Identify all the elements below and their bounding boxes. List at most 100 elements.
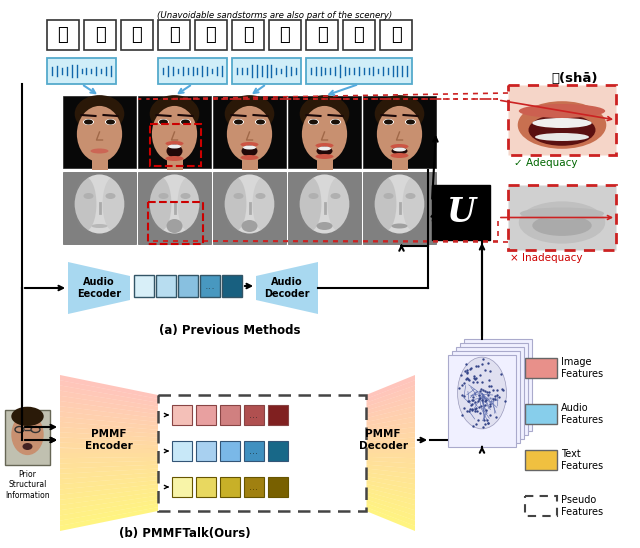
Polygon shape [366, 484, 415, 500]
Polygon shape [60, 461, 158, 469]
Polygon shape [366, 391, 415, 410]
Text: Text
Features: Text Features [561, 449, 603, 471]
Polygon shape [366, 396, 415, 414]
Bar [156, 275, 176, 297]
Polygon shape [60, 427, 158, 437]
Ellipse shape [241, 155, 259, 160]
Ellipse shape [308, 119, 319, 125]
Ellipse shape [300, 95, 349, 133]
Ellipse shape [225, 95, 275, 133]
Bar [525, 496, 557, 516]
Bar [525, 358, 557, 378]
Ellipse shape [253, 177, 275, 231]
Ellipse shape [328, 177, 349, 231]
Bar [196, 405, 216, 425]
Ellipse shape [158, 119, 169, 125]
Polygon shape [366, 448, 415, 453]
Ellipse shape [243, 146, 256, 150]
Bar [432, 185, 490, 240]
Bar [232, 58, 301, 84]
Ellipse shape [233, 119, 244, 125]
Bar [508, 185, 616, 250]
Text: (b) PMMFTalk(Ours): (b) PMMFTalk(Ours) [119, 527, 251, 540]
Ellipse shape [180, 193, 191, 199]
Bar [363, 96, 436, 168]
Ellipse shape [310, 120, 317, 124]
Bar [158, 58, 227, 84]
Bar [343, 20, 375, 50]
Bar [448, 355, 516, 447]
Ellipse shape [12, 414, 44, 455]
Ellipse shape [74, 177, 97, 231]
Polygon shape [60, 472, 158, 484]
Polygon shape [366, 488, 415, 505]
Ellipse shape [330, 119, 341, 125]
Bar [138, 96, 211, 168]
Ellipse shape [84, 119, 93, 124]
Bar [306, 20, 338, 50]
Text: 沙: 沙 [205, 26, 216, 44]
Bar [244, 477, 264, 497]
Ellipse shape [529, 114, 595, 146]
Ellipse shape [85, 120, 92, 124]
Polygon shape [68, 262, 130, 314]
Polygon shape [256, 262, 318, 314]
Polygon shape [366, 507, 415, 531]
Text: ...: ... [205, 281, 216, 291]
Text: PMMF
Encoder: PMMF Encoder [85, 429, 133, 451]
Ellipse shape [309, 119, 318, 124]
Ellipse shape [390, 144, 408, 149]
Text: ...: ... [250, 482, 259, 492]
Ellipse shape [159, 119, 168, 124]
Ellipse shape [225, 177, 246, 231]
Text: 过: 过 [132, 26, 142, 44]
Ellipse shape [105, 119, 116, 125]
Text: 景: 景 [390, 26, 401, 44]
Text: Pseudo
Features: Pseudo Features [561, 495, 603, 517]
Ellipse shape [150, 177, 172, 231]
Text: × Inadequacy: × Inadequacy [510, 253, 582, 263]
Bar [241, 156, 257, 169]
Ellipse shape [225, 174, 275, 233]
Bar [158, 395, 366, 511]
Ellipse shape [308, 193, 319, 199]
Polygon shape [366, 495, 415, 516]
Bar [134, 275, 154, 297]
Ellipse shape [182, 120, 189, 124]
Bar [178, 275, 198, 297]
Polygon shape [366, 469, 415, 479]
Polygon shape [366, 432, 415, 441]
Ellipse shape [316, 143, 333, 148]
Ellipse shape [385, 120, 392, 124]
Ellipse shape [159, 193, 168, 199]
Polygon shape [60, 443, 158, 449]
Polygon shape [366, 412, 415, 426]
Ellipse shape [331, 119, 340, 124]
Text: Prior
Structural
Information: Prior Structural Information [5, 470, 50, 500]
Ellipse shape [257, 120, 264, 124]
Ellipse shape [235, 120, 242, 124]
Ellipse shape [241, 142, 259, 147]
Polygon shape [366, 472, 415, 484]
Ellipse shape [518, 101, 606, 149]
Bar [150, 124, 201, 166]
Bar [268, 477, 288, 497]
Ellipse shape [300, 174, 349, 233]
Polygon shape [60, 380, 158, 403]
Polygon shape [366, 499, 415, 521]
Polygon shape [366, 503, 415, 526]
Bar [84, 20, 116, 50]
Text: Image
Features: Image Features [561, 357, 603, 379]
Polygon shape [366, 437, 415, 446]
Polygon shape [60, 488, 158, 505]
Polygon shape [60, 457, 158, 464]
Ellipse shape [403, 177, 424, 231]
Bar [172, 405, 192, 425]
Polygon shape [366, 461, 415, 469]
Polygon shape [60, 416, 158, 430]
Bar [200, 275, 220, 297]
Polygon shape [60, 448, 158, 453]
Text: ...: ... [250, 446, 259, 456]
Ellipse shape [519, 201, 605, 244]
Bar [317, 156, 333, 169]
